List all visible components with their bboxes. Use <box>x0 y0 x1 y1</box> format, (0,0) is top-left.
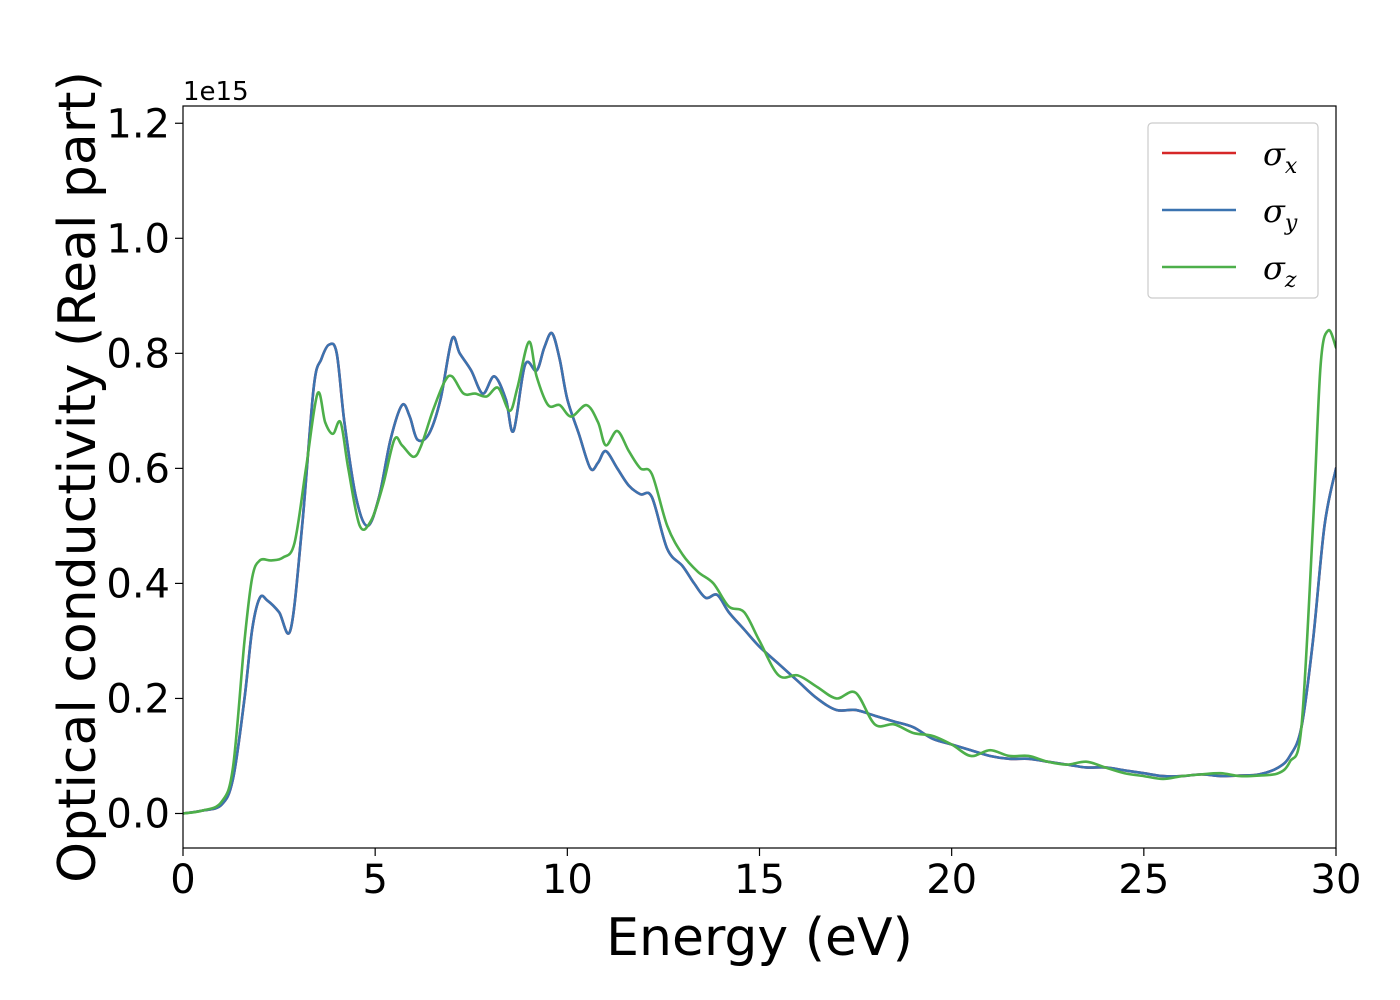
x-tick-label: 25 <box>1118 857 1169 903</box>
legend-subscript: z <box>1284 268 1297 293</box>
legend-subscript: x <box>1285 154 1298 179</box>
x-axis-title: Energy (eV) <box>606 908 913 968</box>
series-line-sigma-x <box>183 331 1336 815</box>
series-line-sigma-y <box>183 331 1336 815</box>
legend-symbol: σ <box>1263 249 1286 287</box>
y-axis-title: Optical conductivity (Real part) <box>48 71 108 883</box>
legend-label-sigma-x: σx <box>1263 135 1298 179</box>
y-tick-label: 1.2 <box>106 101 170 147</box>
legend-label-sigma-z: σz <box>1263 249 1297 293</box>
y-tick-label: 0.2 <box>106 676 170 722</box>
y-tick-label: 0.4 <box>106 561 170 607</box>
y-axis: 0.0 0.2 0.4 0.6 0.8 1.0 1.2 <box>106 101 183 837</box>
x-tick-label: 5 <box>362 857 387 903</box>
legend-subscript: y <box>1284 211 1298 236</box>
legend-symbol: σ <box>1263 135 1286 173</box>
x-axis: 0 5 10 15 20 25 30 <box>170 848 1361 903</box>
series-line-sigma-z <box>183 328 1336 815</box>
y-axis-offset-label: 1e15 <box>183 77 249 107</box>
y-tick-label: 0.8 <box>106 331 170 377</box>
x-tick-label: 15 <box>734 857 785 903</box>
legend-symbol: σ <box>1263 192 1286 230</box>
x-tick-label: 0 <box>170 857 195 903</box>
y-tick-label: 1.0 <box>106 216 170 262</box>
y-tick-label: 0.0 <box>106 791 170 837</box>
x-tick-label: 20 <box>926 857 977 903</box>
x-tick-label: 10 <box>542 857 593 903</box>
series-layer <box>183 328 1336 815</box>
x-tick-label: 30 <box>1311 857 1362 903</box>
y-tick-label: 0.6 <box>106 446 170 492</box>
legend-label-sigma-y: σy <box>1263 192 1298 236</box>
